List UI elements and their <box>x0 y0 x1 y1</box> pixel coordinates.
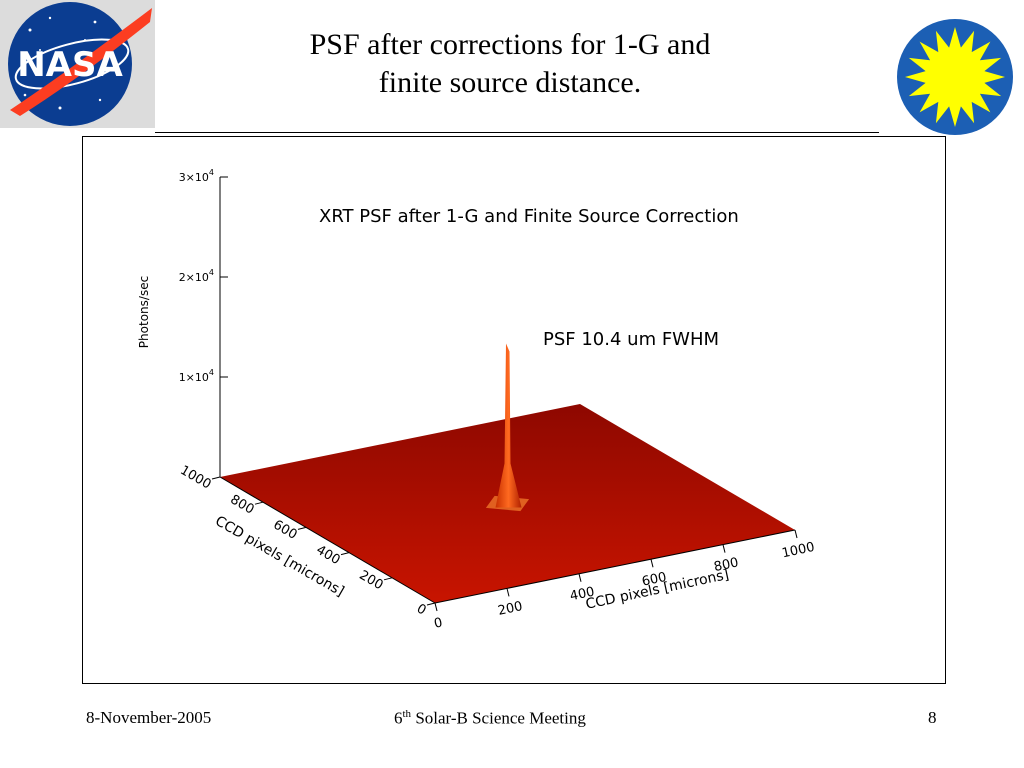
y-tick-mark <box>426 602 436 606</box>
x-tick-mark <box>794 529 798 539</box>
chart-title: XRT PSF after 1-G and Finite Source Corr… <box>319 206 739 227</box>
plot-frame: 1×104 2×104 3×104 Photons/sec 0 200 400 600 80… <box>82 136 946 684</box>
sun-icon <box>897 19 1013 135</box>
y-tick-mark <box>297 526 307 530</box>
z-tick-label: 2×104 <box>179 268 214 284</box>
x-tick-label: 400 <box>569 584 596 604</box>
footer-page-number: 8 <box>928 708 937 727</box>
x-tick-mark <box>506 588 510 597</box>
y-tick-label: 0 <box>414 601 429 618</box>
y-tick-mark <box>340 552 350 556</box>
footer-date: 8-November-2005 <box>86 708 212 727</box>
footer-meeting-ordinal: 6 <box>394 708 403 728</box>
x-axis <box>434 529 796 604</box>
x-tick-label: 0 <box>433 615 444 631</box>
x-tick-mark <box>722 544 726 553</box>
z-tick-label: 1×104 <box>179 368 214 384</box>
nasa-logo: NASA <box>0 0 155 128</box>
x-tick-mark <box>578 573 582 582</box>
x-tick-label: 1000 <box>781 540 816 562</box>
footer-meeting-text: Solar-B Science Meeting <box>411 708 586 728</box>
sun-logo <box>896 18 1014 136</box>
footer-meeting-ordinal-suffix: th <box>402 708 412 720</box>
z-axis-label: Photons/sec <box>137 276 151 348</box>
slide-title-line-2: finite source distance. <box>378 66 642 99</box>
slide-title: PSF after corrections for 1-G and finite… <box>240 26 780 102</box>
z-tick-label: 3×104 <box>179 168 214 184</box>
x-tick-label: 600 <box>641 570 668 590</box>
x-tick-mark <box>434 602 438 612</box>
x-tick-label: 200 <box>497 599 524 619</box>
psf-surface-plot: 1×104 2×104 3×104 Photons/sec 0 200 400 600 80… <box>137 168 816 632</box>
title-divider <box>155 132 879 133</box>
y-tick-mark <box>254 501 264 505</box>
footer-meeting: 6th Solar-B Science Meeting <box>394 708 586 729</box>
psf-peak <box>495 343 522 508</box>
y-tick-mark <box>383 577 393 581</box>
y-tick-mark <box>211 476 221 480</box>
svg-text:NASA: NASA <box>17 45 123 85</box>
x-tick-mark <box>650 559 654 568</box>
psf-annotation: PSF 10.4 um FWHM <box>543 329 719 350</box>
x-tick-label: 800 <box>713 555 740 575</box>
slide-title-line-1: PSF after corrections for 1-G and <box>309 28 711 61</box>
nasa-logo-icon: NASA <box>8 2 152 126</box>
y-axis <box>219 476 436 604</box>
y-tick-label: 1000 <box>177 463 213 493</box>
